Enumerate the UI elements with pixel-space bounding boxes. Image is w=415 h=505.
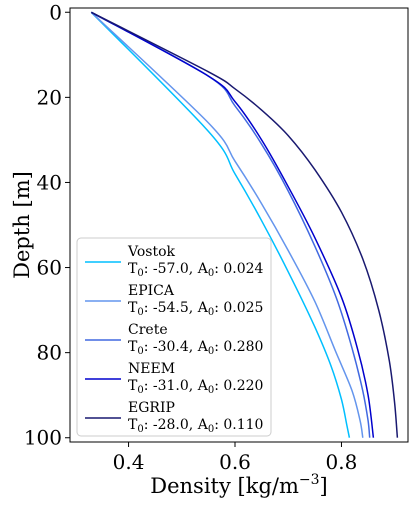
series-line-epica bbox=[90, 11, 364, 438]
y-tick-label: 60 bbox=[37, 256, 62, 280]
legend-params: T0: -31.0, A0: 0.220 bbox=[128, 378, 263, 396]
legend-params: T0: -30.4, A0: 0.280 bbox=[128, 339, 263, 357]
y-tick-label: 80 bbox=[37, 341, 62, 365]
x-tick-label: 0.8 bbox=[326, 450, 358, 474]
y-tick-label: 0 bbox=[49, 0, 62, 24]
y-axis-label: Depth [m] bbox=[10, 171, 34, 279]
legend-params: T0: -28.0, A0: 0.110 bbox=[128, 417, 263, 435]
y-tick-label: 40 bbox=[37, 170, 62, 194]
series-line-crete bbox=[90, 11, 371, 438]
x-axis-ticks: 0.4 0.6 0.8 bbox=[113, 442, 358, 474]
legend-params: T0: -54.5, A0: 0.025 bbox=[128, 300, 263, 318]
legend-box bbox=[76, 237, 272, 437]
legend-label: EPICA bbox=[128, 283, 175, 299]
y-tick-label: 20 bbox=[37, 85, 62, 109]
series-line-egrip bbox=[90, 11, 399, 438]
legend-label: Vostok bbox=[127, 244, 175, 260]
legend-label: EGRIP bbox=[128, 400, 175, 416]
series-lines bbox=[90, 11, 399, 438]
x-axis-label: Density [kg/m−3] bbox=[150, 472, 327, 498]
x-tick-label: 0.6 bbox=[219, 450, 251, 474]
series-line-neem bbox=[90, 11, 375, 438]
x-tick-label: 0.4 bbox=[113, 450, 145, 474]
legend-label: Crete bbox=[128, 322, 168, 338]
plot-frame bbox=[69, 7, 409, 443]
y-axis-ticks: 0 20 40 60 80 100 bbox=[24, 0, 70, 450]
legend-label: NEEM bbox=[128, 361, 175, 377]
y-tick-label: 100 bbox=[24, 426, 62, 450]
legend-params: T0: -57.0, A0: 0.024 bbox=[128, 261, 264, 279]
series-line-vostok bbox=[90, 11, 351, 438]
